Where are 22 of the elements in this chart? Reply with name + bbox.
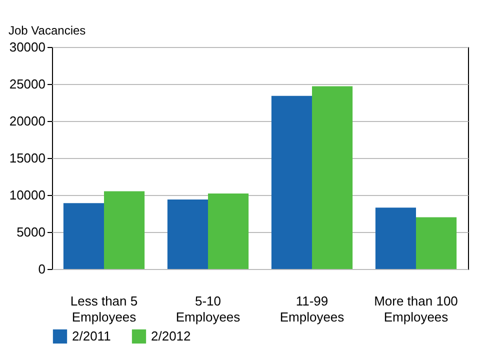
y-axis-title: Job Vacancies xyxy=(8,24,86,38)
bar xyxy=(271,96,312,269)
bar xyxy=(416,217,457,269)
x-tick-label: Less than 5 Employees xyxy=(70,294,138,324)
bar xyxy=(63,203,104,269)
bar xyxy=(104,191,145,269)
bar xyxy=(312,86,353,269)
y-tick-label: 0 xyxy=(38,262,46,276)
legend-label: 2/2011 xyxy=(72,328,111,344)
x-tick-label: More than 100 Employees xyxy=(374,294,458,324)
y-tick-label: 15000 xyxy=(9,150,46,166)
y-tick-label: 10000 xyxy=(9,188,46,202)
legend-label: 2/2012 xyxy=(151,328,191,344)
y-tick-label: 25000 xyxy=(9,76,46,92)
x-tick-label: 5-10 Employees xyxy=(176,294,241,324)
y-tick-label: 5000 xyxy=(16,224,46,240)
y-tick-label: 20000 xyxy=(9,114,46,128)
bar xyxy=(167,199,208,269)
x-tick-label: 11-99 Employees xyxy=(280,294,345,324)
bar xyxy=(208,194,249,269)
bar xyxy=(375,208,416,269)
y-tick-label: 30000 xyxy=(9,40,46,54)
